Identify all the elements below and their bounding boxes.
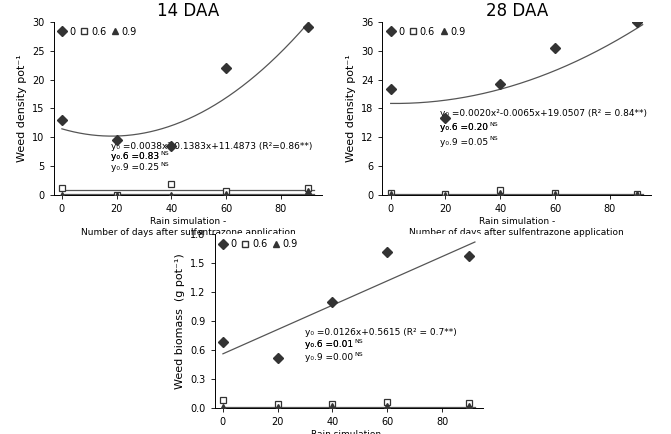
Text: y₀.9 =0.25: y₀.9 =0.25: [111, 163, 159, 172]
Text: y₀.6 =0.01: y₀.6 =0.01: [305, 340, 353, 349]
Legend: 0, 0.6, 0.9: 0, 0.6, 0.9: [385, 25, 468, 39]
Text: y₀ =0.0038x²-0.1383x+11.4873 (R²=0.86**): y₀ =0.0038x²-0.1383x+11.4873 (R²=0.86**): [111, 142, 313, 151]
Text: y₀.9 =0.00: y₀.9 =0.00: [305, 353, 353, 362]
Text: y₀.6 =0.20: y₀.6 =0.20: [440, 123, 488, 132]
Text: NS: NS: [490, 122, 499, 127]
Y-axis label: Weed density pot⁻¹: Weed density pot⁻¹: [346, 55, 356, 162]
Text: y₀.9 =0.05: y₀.9 =0.05: [440, 138, 488, 147]
Legend: 0, 0.6, 0.9: 0, 0.6, 0.9: [56, 25, 139, 39]
X-axis label: Rain simulation -
Number of days after sulfentrazone application: Rain simulation - Number of days after s…: [242, 430, 456, 434]
Y-axis label: Weed density pot⁻¹: Weed density pot⁻¹: [17, 55, 27, 162]
Text: y₀ =0.0020x²-0.0065x+19.0507 (R² = 0.84**): y₀ =0.0020x²-0.0065x+19.0507 (R² = 0.84*…: [440, 109, 647, 118]
Text: y₀.6 =0.20: y₀.6 =0.20: [440, 123, 488, 132]
Text: NS: NS: [161, 151, 170, 156]
Text: NS: NS: [355, 339, 364, 344]
Title: 14 DAA: 14 DAA: [157, 2, 219, 20]
X-axis label: Rain simulation -
Number of days after sulfentrazone application: Rain simulation - Number of days after s…: [409, 217, 624, 237]
Text: NS: NS: [490, 137, 499, 141]
Text: NS: NS: [161, 162, 170, 167]
Legend: 0, 0.6, 0.9: 0, 0.6, 0.9: [217, 237, 300, 251]
Title: 28 DAA: 28 DAA: [486, 2, 548, 20]
Text: y₀.6 =0.83: y₀.6 =0.83: [111, 152, 159, 161]
Y-axis label: Weed biomass  (g pot⁻¹): Weed biomass (g pot⁻¹): [174, 253, 185, 389]
Text: y₀ =0.0126x+0.5615 (R² = 0.7**): y₀ =0.0126x+0.5615 (R² = 0.7**): [305, 328, 457, 337]
X-axis label: Rain simulation -
Number of days after sulfentrazone application: Rain simulation - Number of days after s…: [81, 217, 295, 237]
Text: y₀.6 =0.01: y₀.6 =0.01: [305, 340, 353, 349]
Text: y₀.6 =0.83: y₀.6 =0.83: [111, 152, 159, 161]
Text: NS: NS: [355, 352, 364, 357]
